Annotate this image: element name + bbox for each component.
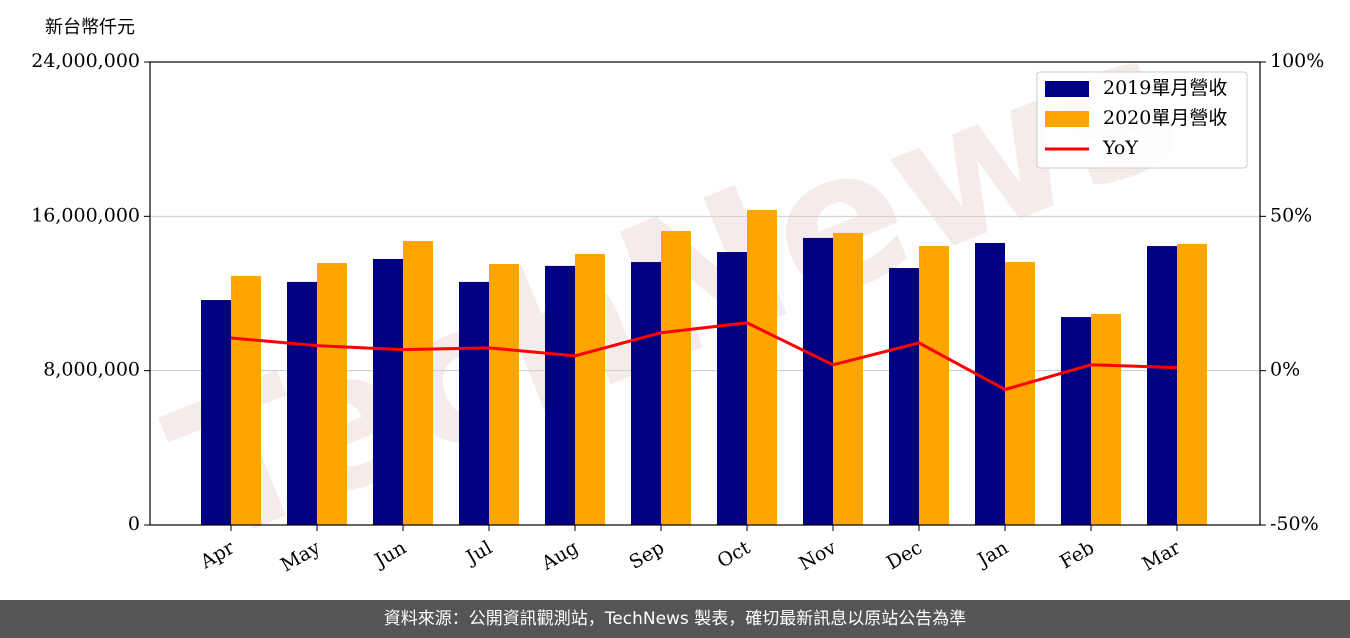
- y2-tick-label: 50%: [1270, 204, 1312, 226]
- legend-box: [1036, 71, 1248, 169]
- bar: [545, 265, 575, 525]
- legend-swatch: [1045, 111, 1089, 127]
- bar: [833, 232, 863, 525]
- legend-label: 2020單月營收: [1103, 107, 1227, 129]
- bar: [317, 263, 347, 525]
- bar: [489, 263, 519, 525]
- bar: [661, 230, 691, 525]
- y2-tick-label: 0%: [1270, 359, 1300, 381]
- bar: [889, 268, 919, 525]
- bar: [231, 275, 261, 525]
- x-tick-label: Sep: [625, 537, 668, 574]
- bar: [201, 300, 231, 525]
- bar: [919, 246, 949, 526]
- x-tick-label: Jan: [972, 537, 1012, 573]
- x-tick-label: Jul: [461, 537, 496, 570]
- bar: [717, 252, 747, 525]
- x-tick-label: Oct: [714, 536, 755, 572]
- line: [230, 321, 1178, 392]
- bar: [975, 242, 1005, 526]
- legend-swatch: [1045, 81, 1089, 97]
- x-tick-label: Feb: [1056, 537, 1098, 574]
- legend: 2019單月營收 2020單月營收 YoY: [1036, 71, 1248, 169]
- x-tick-label: Jun: [369, 537, 410, 573]
- bar: [1005, 262, 1035, 525]
- bar: [373, 258, 403, 525]
- footer: 資料來源：公開資訊觀測站，TechNews 製表，確切最新訊息以原站公告為準: [0, 600, 1350, 638]
- bar: [287, 281, 317, 525]
- y-tick-label: 8,000,000: [43, 359, 140, 381]
- x-tick-label: Mar: [1138, 536, 1184, 575]
- legend-label: 2019單月營收: [1103, 77, 1227, 99]
- x-tick-label: Dec: [883, 537, 926, 575]
- legend-label: YoY: [1102, 137, 1138, 159]
- chart: 新台幣仟元 TechNews08,000,00016,000,00024,000…: [31, 0, 1324, 588]
- bar: [631, 262, 661, 525]
- plot-frame: [149, 61, 1261, 526]
- x-tick-label: Aug: [537, 537, 582, 576]
- y2-tick-label: 100%: [1270, 50, 1324, 72]
- y2-tick-label: -50%: [1270, 513, 1319, 535]
- y-tick-label: 16,000,000: [31, 204, 140, 226]
- y-axis-label: 新台幣仟元: [45, 17, 135, 38]
- bar: [1147, 246, 1177, 526]
- bar: [1061, 317, 1091, 525]
- x-tick-label: Nov: [795, 536, 840, 575]
- bar: [1091, 313, 1121, 525]
- bar: [403, 241, 433, 525]
- bar: [803, 237, 833, 525]
- bar: [459, 281, 489, 525]
- y-tick-label: 24,000,000: [31, 50, 140, 72]
- y-tick-label: 0: [128, 513, 140, 535]
- bar: [575, 253, 605, 525]
- bar: [1177, 243, 1207, 525]
- bar: [747, 209, 777, 525]
